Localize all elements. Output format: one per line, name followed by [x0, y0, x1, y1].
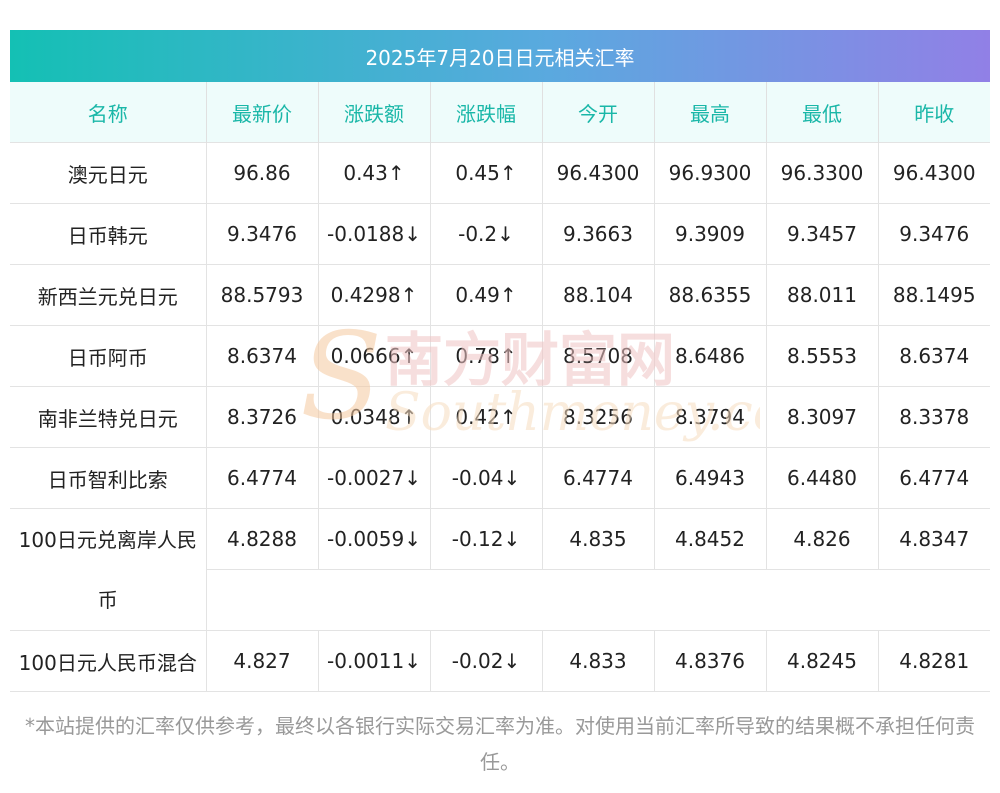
cell-change: -0.0059↓: [317, 508, 430, 570]
cell-prev-close: 4.8281: [877, 630, 990, 692]
table-row: 南非兰特兑日元 8.3726 0.0348↑ 0.42↑ 8.3256 8.3794 8.3…: [10, 386, 990, 448]
cell-latest: 4.827: [205, 630, 318, 692]
cell-name: 100日元人民币混合: [10, 630, 206, 692]
table-row: 日币韩元 9.3476 -0.0188↓ -0.2↓ 9.3663 9.3909 9.345…: [10, 203, 990, 265]
table-row: 日币智利比索 6.4774 -0.0027↓ -0.04↓ 6.4774 6.4943 6.…: [10, 447, 990, 509]
cell-open: 4.833: [541, 630, 654, 692]
header-name: 名称: [10, 82, 206, 143]
cell-prev-close: 8.3378: [877, 386, 990, 448]
cell-latest: 8.6374: [205, 325, 318, 387]
header-latest: 最新价: [205, 82, 318, 143]
cell-change-pct: -0.12↓: [429, 508, 542, 570]
cell-latest: 4.8288: [205, 508, 318, 570]
header-open: 今开: [541, 82, 654, 143]
cell-open: 4.835: [541, 508, 654, 570]
cell-change-pct: -0.02↓: [429, 630, 542, 692]
cell-open: 8.3256: [541, 386, 654, 448]
cell-latest: 96.86: [205, 142, 318, 204]
header-change-pct: 涨跌幅: [429, 82, 542, 143]
cell-change-pct: -0.2↓: [429, 203, 542, 265]
cell-latest: 9.3476: [205, 203, 318, 265]
cell-high: 9.3909: [653, 203, 766, 265]
cell-prev-close: 88.1495: [877, 264, 990, 326]
header-change: 涨跌额: [317, 82, 430, 143]
cell-low: 88.011: [765, 264, 878, 326]
cell-latest: 8.3726: [205, 386, 318, 448]
table-title: 2025年7月20日日元相关汇率: [10, 30, 990, 82]
cell-prev-close: 8.6374: [877, 325, 990, 387]
cell-open: 88.104: [541, 264, 654, 326]
cell-low: 96.3300: [765, 142, 878, 204]
cell-change-pct: 0.49↑: [429, 264, 542, 326]
cell-change-pct: 0.45↑: [429, 142, 542, 204]
cell-name: 日币智利比索: [10, 447, 206, 509]
table-row: 日币阿币 8.6374 0.0666↑ 0.78↑ 8.5708 8.6486 8.5553…: [10, 325, 990, 387]
header-low: 最低: [765, 82, 878, 143]
table-row-spacer: [10, 569, 990, 631]
table-row: 100日元兑离岸人民币 4.8288 -0.0059↓ -0.12↓ 4.835 4.84…: [10, 508, 990, 631]
cell-prev-close: 4.8347: [877, 508, 990, 570]
cell-change: 0.0666↑: [317, 325, 430, 387]
cell-change: -0.0027↓: [317, 447, 430, 509]
cell-prev-close: 96.4300: [877, 142, 990, 204]
cell-low: 6.4480: [765, 447, 878, 509]
cell-high: 96.9300: [653, 142, 766, 204]
cell-prev-close: 9.3476: [877, 203, 990, 265]
cell-name: 日币阿币: [10, 325, 206, 387]
header-row: 名称 最新价 涨跌额 涨跌幅 今开 最高 最低 昨收: [10, 82, 990, 143]
cell-low: 8.3097: [765, 386, 878, 448]
cell-high: 8.6486: [653, 325, 766, 387]
cell-change: -0.0188↓: [317, 203, 430, 265]
cell-change: 0.4298↑: [317, 264, 430, 326]
cell-name: 日币韩元: [10, 203, 206, 265]
cell-name: 南非兰特兑日元: [10, 386, 206, 448]
cell-change: 0.43↑: [317, 142, 430, 204]
cell-name: 新西兰元兑日元: [10, 264, 206, 326]
table-row: 新西兰元兑日元 88.5793 0.4298↑ 0.49↑ 88.104 88.6355 8…: [10, 264, 990, 326]
cell-high: 6.4943: [653, 447, 766, 509]
cell-open: 96.4300: [541, 142, 654, 204]
cell-change: 0.0348↑: [317, 386, 430, 448]
disclaimer-text: *本站提供的汇率仅供参考，最终以各银行实际交易汇率为准。对使用当前汇率所导致的结…: [25, 714, 975, 774]
cell-name: 澳元日元: [10, 142, 206, 204]
cell-high: 8.3794: [653, 386, 766, 448]
cell-change-pct: -0.04↓: [429, 447, 542, 509]
cell-open: 6.4774: [541, 447, 654, 509]
empty-cell: [205, 569, 990, 631]
table-row: 澳元日元 96.86 0.43↑ 0.45↑ 96.4300 96.9300 96.3300…: [10, 142, 990, 204]
cell-low: 4.826: [765, 508, 878, 570]
header-high: 最高: [653, 82, 766, 143]
header-prev-close: 昨收: [877, 82, 990, 143]
cell-open: 9.3663: [541, 203, 654, 265]
exchange-rate-table: 名称 最新价 涨跌额 涨跌幅 今开 最高 最低 昨收 澳元日元 96.86 0.43…: [10, 82, 990, 692]
cell-change-pct: 0.78↑: [429, 325, 542, 387]
cell-change: -0.0011↓: [317, 630, 430, 692]
cell-prev-close: 6.4774: [877, 447, 990, 509]
cell-high: 88.6355: [653, 264, 766, 326]
cell-open: 8.5708: [541, 325, 654, 387]
table-row: 100日元人民币混合 4.827 -0.0011↓ -0.02↓ 4.833 4.8376…: [10, 630, 990, 692]
cell-low: 8.5553: [765, 325, 878, 387]
cell-low: 4.8245: [765, 630, 878, 692]
cell-name: 100日元兑离岸人民币: [10, 508, 206, 631]
cell-change-pct: 0.42↑: [429, 386, 542, 448]
cell-high: 4.8452: [653, 508, 766, 570]
cell-high: 4.8376: [653, 630, 766, 692]
cell-low: 9.3457: [765, 203, 878, 265]
cell-latest: 88.5793: [205, 264, 318, 326]
cell-latest: 6.4774: [205, 447, 318, 509]
